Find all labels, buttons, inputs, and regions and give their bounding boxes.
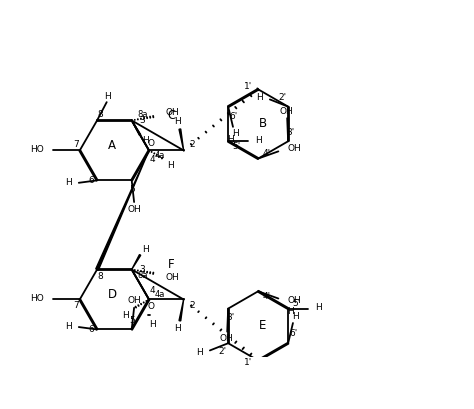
- Text: HO: HO: [30, 294, 44, 303]
- Text: B: B: [259, 117, 267, 130]
- Polygon shape: [132, 254, 141, 270]
- Text: OH: OH: [279, 107, 293, 116]
- Polygon shape: [179, 129, 183, 151]
- Text: H: H: [143, 136, 149, 145]
- Text: 4a: 4a: [155, 290, 165, 299]
- Text: F: F: [168, 258, 174, 271]
- Text: 8a: 8a: [137, 271, 147, 280]
- Text: 4: 4: [150, 286, 155, 295]
- Polygon shape: [132, 120, 141, 135]
- Text: O: O: [148, 139, 155, 148]
- Text: 1': 1': [245, 358, 253, 367]
- Text: H: H: [292, 312, 299, 321]
- Text: 8a: 8a: [137, 110, 147, 119]
- Text: 5': 5': [233, 142, 241, 151]
- Text: 5: 5: [129, 316, 135, 325]
- Text: OH: OH: [127, 205, 141, 214]
- Text: OH: OH: [287, 144, 301, 153]
- Text: H: H: [316, 303, 322, 312]
- Text: 3': 3': [227, 313, 235, 322]
- Text: 3': 3': [286, 128, 295, 137]
- Text: H: H: [123, 311, 129, 320]
- Text: OH: OH: [127, 296, 141, 305]
- Text: 2: 2: [190, 301, 195, 310]
- Text: 5: 5: [129, 184, 135, 193]
- Text: OH: OH: [166, 273, 180, 282]
- Text: 1': 1': [245, 83, 253, 92]
- Text: 2: 2: [190, 140, 195, 149]
- Text: 3: 3: [139, 265, 145, 274]
- Text: OH: OH: [166, 108, 180, 117]
- Text: C: C: [167, 109, 175, 122]
- Text: H: H: [227, 135, 234, 144]
- Text: 6': 6': [230, 112, 238, 121]
- Text: 6: 6: [89, 325, 94, 334]
- Text: E: E: [259, 319, 267, 333]
- Text: O: O: [148, 302, 155, 311]
- Text: D: D: [108, 288, 117, 301]
- Text: H: H: [143, 245, 149, 254]
- Text: 3: 3: [139, 116, 145, 125]
- Text: 6: 6: [89, 176, 94, 185]
- Text: 4': 4': [263, 292, 271, 301]
- Text: H: H: [196, 348, 203, 357]
- Text: H: H: [174, 117, 181, 126]
- Text: OH: OH: [219, 334, 233, 343]
- Text: H: H: [174, 324, 181, 333]
- Text: 6': 6': [290, 329, 298, 338]
- Text: H: H: [65, 178, 72, 187]
- Polygon shape: [96, 151, 149, 270]
- Text: 7: 7: [73, 140, 79, 149]
- Text: 5': 5': [292, 299, 301, 308]
- Text: 2': 2': [278, 94, 286, 103]
- Text: HO: HO: [30, 145, 44, 154]
- Text: H: H: [255, 136, 262, 145]
- Text: A: A: [108, 139, 116, 152]
- Text: OH: OH: [287, 297, 301, 306]
- Text: H: H: [104, 92, 111, 101]
- Text: H: H: [256, 92, 263, 101]
- Text: 7: 7: [73, 301, 79, 310]
- Text: 4': 4': [263, 149, 271, 158]
- Text: H: H: [232, 129, 239, 138]
- Text: H: H: [65, 321, 72, 330]
- Text: 4a: 4a: [155, 151, 165, 160]
- Text: 4: 4: [150, 155, 155, 164]
- Text: 2': 2': [219, 347, 227, 356]
- Text: 8: 8: [98, 110, 103, 119]
- Text: H: H: [167, 161, 174, 170]
- Text: 8: 8: [98, 272, 103, 281]
- Text: H: H: [287, 308, 294, 317]
- Polygon shape: [179, 299, 183, 321]
- Text: H: H: [149, 320, 156, 329]
